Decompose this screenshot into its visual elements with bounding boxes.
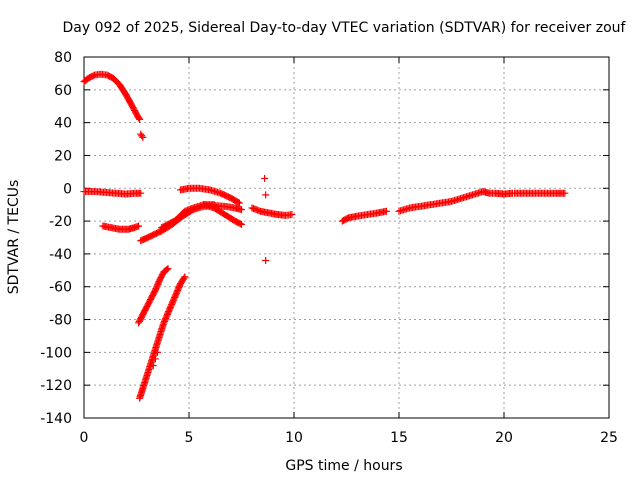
y-tick-label: -80 (49, 313, 72, 329)
series-arc-4-lower (136, 273, 189, 402)
y-axis-label: SDTVAR / TECUs (6, 180, 22, 295)
y-tick-label: -140 (40, 411, 72, 427)
series-arc-8 (200, 201, 245, 228)
x-tick-label: 15 (390, 430, 408, 446)
data-point (154, 348, 161, 356)
y-tick-label: -100 (40, 345, 72, 361)
y-tick-label: 80 (54, 50, 72, 66)
data-point (181, 273, 189, 281)
x-tick-label: 5 (185, 430, 194, 446)
plot-frame (83, 56, 610, 419)
x-tick-label: 25 (600, 430, 618, 446)
x-axis-label: GPS time / hours (285, 458, 402, 474)
y-axis-tick-labels: -140 -120 -100 -80 -60 -40 -20 0 20 40 60 80 (40, 50, 72, 427)
series-arc-11 (395, 188, 487, 215)
y-tick-label: -120 (40, 378, 72, 394)
series-arc-3 (99, 222, 143, 233)
y-tick-label: 20 (54, 148, 72, 164)
data-point (151, 355, 159, 363)
data-point (139, 133, 147, 141)
series-arc-13 (511, 189, 569, 197)
series-outliers (261, 174, 270, 264)
data-point (137, 189, 145, 197)
data-point (238, 220, 245, 228)
x-tick-label: 10 (285, 430, 303, 446)
data-point (236, 220, 244, 228)
series-arc-2 (80, 188, 145, 198)
data-point (561, 189, 569, 197)
x-tick-label: 20 (495, 430, 513, 446)
data-point (180, 274, 188, 282)
data-point (135, 222, 143, 230)
data-point (164, 265, 172, 273)
data-point (163, 266, 171, 273)
data-point (261, 174, 269, 182)
series-arc-1-tail (137, 130, 147, 141)
series-arc-4-mid (135, 265, 172, 327)
data-point (382, 207, 390, 215)
series-arc-9 (248, 204, 296, 219)
series-arc-1-rise (80, 70, 144, 123)
data-point (149, 361, 157, 369)
data-point (234, 198, 242, 206)
chart-title: Day 092 of 2025, Sidereal Day-to-day VTE… (63, 20, 627, 36)
grid-lines (84, 57, 609, 418)
data-point (288, 211, 296, 219)
data-points (80, 70, 569, 402)
data-point (235, 199, 243, 207)
x-tick-label: 0 (80, 430, 89, 446)
y-tick-label: -60 (49, 280, 72, 296)
y-tick-label: 60 (54, 83, 72, 99)
data-point (262, 191, 270, 199)
data-point (138, 132, 146, 140)
axis-ticks (83, 56, 610, 419)
data-point (135, 114, 143, 122)
series-arc-7 (177, 184, 243, 207)
data-point (238, 206, 245, 214)
data-point (262, 256, 270, 264)
y-tick-label: 0 (63, 181, 72, 197)
y-tick-label: -40 (49, 247, 72, 263)
y-tick-label: -20 (49, 214, 72, 230)
y-tick-label: 40 (54, 116, 72, 132)
series-arc-12 (479, 188, 516, 198)
data-point (136, 115, 144, 123)
series-arc-4-short (149, 348, 161, 369)
x-axis-tick-labels: 0 5 10 15 20 25 (80, 430, 618, 446)
series-arc-10 (338, 207, 390, 225)
